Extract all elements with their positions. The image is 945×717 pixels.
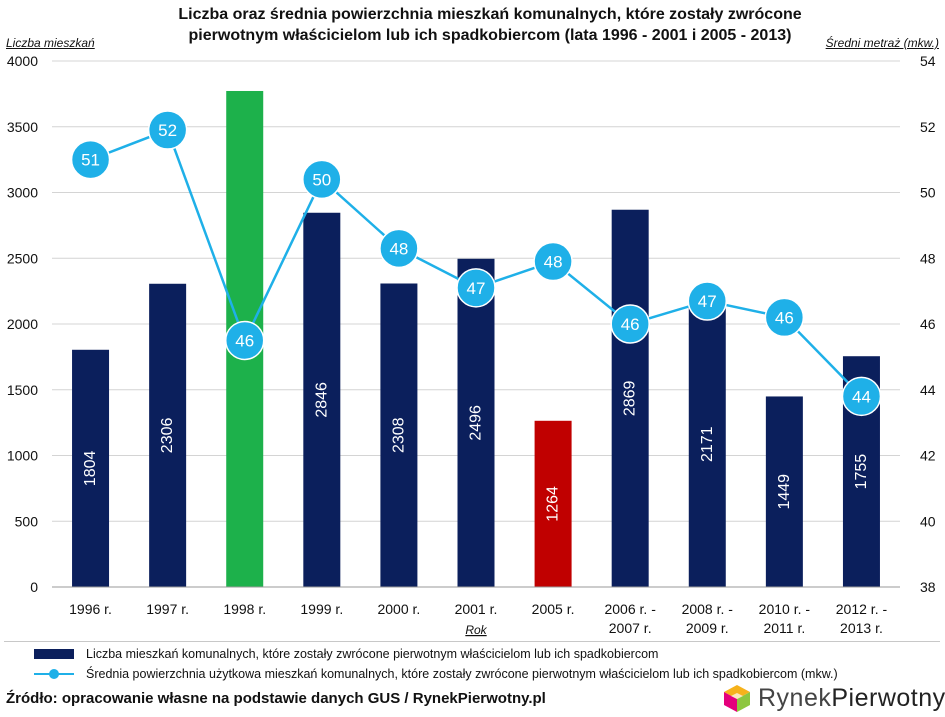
bar-data-label: 1264 <box>545 486 562 522</box>
line-data-label: 50 <box>312 170 331 189</box>
bar <box>534 420 572 587</box>
bar <box>611 209 649 587</box>
y2-tick-label: 54 <box>920 53 936 69</box>
line-data-label: 48 <box>389 239 408 258</box>
y-tick-label: 0 <box>30 579 38 595</box>
bar-data-label: 2308 <box>390 417 407 453</box>
x-tick-label: 1997 r. <box>146 601 189 617</box>
y-tick-label: 3000 <box>7 185 38 201</box>
x-tick-label: 2007 r. <box>609 620 652 636</box>
line-data-label: 44 <box>852 387 871 406</box>
legend-item-bars: Liczba mieszkań komunalnych, które zosta… <box>4 644 940 664</box>
bar-data-label: 2846 <box>313 382 330 418</box>
bar-data-label: 2869 <box>622 380 639 416</box>
chart-plot: 0 500 1000 1500 2000 2500 3000 3500 4000 38 40 42 44… <box>7 53 936 637</box>
x-tick-label: 2000 r. <box>377 601 420 617</box>
legend-bar-swatch <box>34 649 74 659</box>
x-axis-title: Rok <box>465 623 487 637</box>
bar <box>303 212 341 587</box>
left-axis-title: Liczba mieszkań <box>6 36 95 50</box>
x-tick-label: 2005 r. <box>532 601 575 617</box>
y2-tick-label: 42 <box>920 448 936 464</box>
line-point <box>379 228 419 269</box>
y2-tick-label: 52 <box>920 119 936 135</box>
line-data-label: 47 <box>467 279 486 298</box>
bar-data-label: 2496 <box>468 405 485 441</box>
chart-title: Liczba oraz średnia powierzchnia mieszka… <box>150 4 830 46</box>
line-point <box>764 297 805 338</box>
bar <box>457 258 495 587</box>
line-point <box>533 241 573 282</box>
bar <box>72 349 110 587</box>
bar-data-label: 1449 <box>776 474 793 510</box>
bar-data-label: 2171 <box>699 426 716 462</box>
cube-logo-icon <box>724 685 750 712</box>
right-axis-title: Średni metraż (mkw.) <box>825 36 939 50</box>
legend-label-line: Średnia powierzchnia użytkowa mieszkań k… <box>86 667 838 681</box>
y2-tick-label: 44 <box>920 382 936 398</box>
chart-title-line-2: pierwotnym właścicielom lub ich spadkobi… <box>188 27 792 44</box>
line-point <box>70 139 111 180</box>
source-note: Źródło: opracowanie własne na podstawie … <box>6 690 546 707</box>
line-point <box>610 304 650 344</box>
y-tick-label: 2000 <box>7 316 38 332</box>
line-data-label: 51 <box>81 151 100 170</box>
y-tick-label: 4000 <box>7 53 38 69</box>
bar <box>149 283 187 587</box>
y2-tick-label: 40 <box>920 513 936 529</box>
bar-data-label: 1804 <box>82 450 99 486</box>
line-point <box>302 159 342 200</box>
y2-tick-label: 48 <box>920 250 936 266</box>
legend-line-swatch <box>34 669 74 679</box>
y2-tick-label: 46 <box>920 316 936 332</box>
bar <box>765 396 803 587</box>
y2-tick-label: 50 <box>920 185 936 201</box>
chart-title-line-1: Liczba oraz średnia powierzchnia mieszka… <box>178 6 802 23</box>
x-tick-label: 2001 r. <box>455 601 498 617</box>
x-tick-label: 2008 r. - <box>682 601 734 617</box>
line-data-label: 46 <box>775 308 794 327</box>
x-tick-label: 1996 r. <box>69 601 112 617</box>
line-point <box>687 281 728 321</box>
y-tick-label: 500 <box>15 513 39 529</box>
y-tick-label: 1500 <box>7 382 38 398</box>
line-point <box>456 268 496 308</box>
x-tick-label: 2006 r. - <box>604 601 656 617</box>
bar <box>688 301 726 587</box>
y2-tick-label: 38 <box>920 579 936 595</box>
line-data-label: 47 <box>698 292 717 311</box>
line-data-label: 46 <box>235 331 254 350</box>
y-tick-label: 1000 <box>7 448 38 464</box>
line-point <box>147 110 188 150</box>
logo-word-2: Pierwotny <box>831 683 945 712</box>
legend: Liczba mieszkań komunalnych, które zosta… <box>4 641 940 684</box>
y-tick-label: 2500 <box>7 250 38 266</box>
line-point <box>224 320 265 361</box>
x-tick-label: 2010 r. - <box>759 601 811 617</box>
x-tick-label: 1998 r. <box>223 601 266 617</box>
x-tick-label: 2009 r. <box>686 620 729 636</box>
line-point <box>841 376 882 417</box>
logo-wordmark: RynekPierwotny <box>758 684 945 713</box>
x-tick-label: 1999 r. <box>300 601 343 617</box>
legend-item-line: Średnia powierzchnia użytkowa mieszkań k… <box>4 664 940 684</box>
line-data-label: 52 <box>158 121 177 140</box>
bar-data-label: 1755 <box>853 454 870 490</box>
line-data-label: 48 <box>544 253 563 272</box>
legend-label-bars: Liczba mieszkań komunalnych, które zosta… <box>86 647 659 661</box>
x-tick-label: 2012 r. - <box>836 601 888 617</box>
bar-data-label: 2306 <box>159 417 176 453</box>
logo-word-1: Rynek <box>758 683 832 712</box>
bar <box>380 283 418 587</box>
x-tick-label: 2011 r. <box>763 620 805 636</box>
line-data-label: 46 <box>621 315 640 334</box>
x-tick-label: 2013 r. <box>840 620 883 636</box>
brand-logo: RynekPierwotny <box>722 683 945 713</box>
y-tick-label: 3500 <box>7 119 38 135</box>
